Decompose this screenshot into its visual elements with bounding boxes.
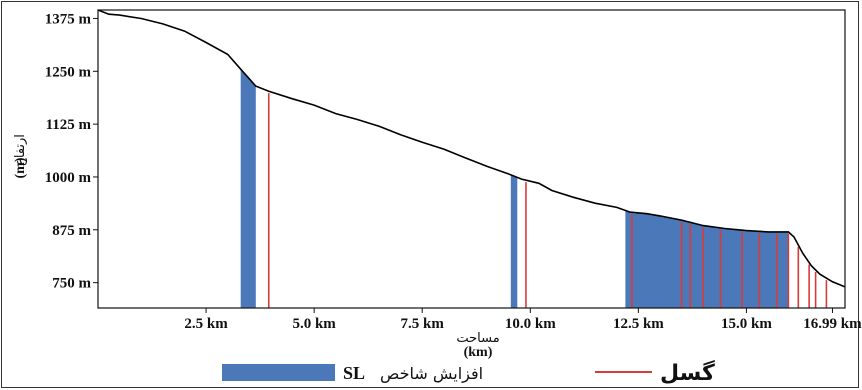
y-axis-ticks: 1375 m 1250 m 1125 m 1000 m 875 m 750 m	[45, 11, 98, 292]
x-tick-label: 16.99 km	[803, 316, 862, 332]
y-tick-label: 875 m	[52, 223, 91, 239]
legend: SL افزایش شاخص گسل	[222, 359, 715, 386]
y-axis-title: ارتفاع (m)	[13, 134, 28, 178]
elevation-profile-line	[97, 9, 846, 288]
y-tick-label: 1125 m	[46, 117, 92, 133]
plot-area-frame	[97, 9, 846, 309]
x-tick-label: 15.0 km	[721, 316, 772, 332]
legend-sl-swatch	[222, 364, 335, 381]
legend-sl-label-latin: SL	[343, 363, 365, 383]
x-axis-title-fa: مساحت	[456, 331, 499, 346]
y-tick-label: 750 m	[52, 276, 91, 292]
y-axis-title-fa: ارتفاع	[13, 134, 28, 166]
sl-band-1	[240, 69, 256, 308]
legend-sl-label: افزایش شاخص	[380, 364, 483, 384]
y-tick-label: 1250 m	[45, 64, 92, 80]
y-tick-label: 1375 m	[45, 11, 92, 27]
x-tick-label: 7.5 km	[401, 316, 445, 332]
x-tick-label: 2.5 km	[184, 316, 228, 332]
x-tick-label: 5.0 km	[292, 316, 336, 332]
y-axis-title-unit: (m)	[13, 157, 28, 178]
y-tick-label: 1000 m	[45, 170, 92, 186]
sl-increase-bands	[240, 69, 789, 308]
x-axis-title-unit: (km)	[464, 345, 493, 360]
x-tick-label: 12.5 km	[613, 316, 664, 332]
fault-lines	[267, 93, 828, 308]
sl-band-3	[625, 210, 789, 308]
sl-band-2	[510, 174, 518, 308]
x-axis-ticks: 2.5 km 5.0 km 7.5 km 10.0 km 12.5 km 15.0 km 1…	[184, 308, 862, 332]
legend-fault-label: گسل	[660, 359, 715, 386]
x-tick-label: 10.0 km	[505, 316, 556, 332]
